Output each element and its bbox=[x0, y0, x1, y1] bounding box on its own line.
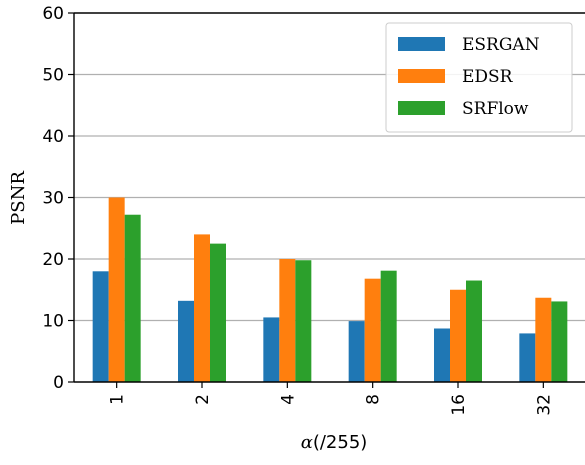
bar-srflow-32 bbox=[551, 301, 568, 382]
bar-edsr-32 bbox=[535, 297, 552, 382]
bars bbox=[92, 197, 568, 382]
x-ticks: 1 2 4 8 16 32 bbox=[108, 382, 554, 416]
bar-esrgan-16 bbox=[434, 328, 450, 382]
x-axis-label-unit: (/255) bbox=[313, 432, 367, 453]
legend-swatch-srflow bbox=[398, 101, 445, 115]
y-axis-label: PSNR bbox=[8, 171, 29, 225]
bar-srflow-8 bbox=[380, 270, 397, 382]
legend-swatch-edsr bbox=[398, 69, 445, 83]
bar-esrgan-4 bbox=[263, 317, 280, 382]
bar-edsr-16 bbox=[450, 289, 466, 382]
bar-edsr-1 bbox=[108, 197, 125, 382]
legend-label-srflow: SRFlow bbox=[462, 99, 529, 119]
legend-label-esrgan: ESRGAN bbox=[462, 35, 540, 55]
gridlines bbox=[74, 73, 585, 322]
bar-esrgan-8 bbox=[348, 321, 365, 382]
y-ticks: 0 10 20 30 40 50 60 bbox=[42, 4, 74, 393]
bar-srflow-1 bbox=[124, 214, 141, 382]
legend: ESRGAN EDSR SRFlow bbox=[385, 22, 573, 133]
y-tick-label-20: 20 bbox=[42, 250, 64, 270]
bar-edsr-4 bbox=[279, 259, 296, 382]
y-tick-label-0: 0 bbox=[53, 373, 64, 393]
bar-edsr-2 bbox=[194, 234, 210, 382]
x-tick-label-8: 8 bbox=[364, 394, 384, 405]
x-tick-label-32: 32 bbox=[534, 394, 554, 416]
bar-srflow-4 bbox=[295, 260, 312, 382]
legend-label-edsr: EDSR bbox=[462, 67, 514, 87]
x-tick-label-16: 16 bbox=[449, 394, 469, 416]
bar-esrgan-2 bbox=[178, 300, 194, 382]
y-tick-label-40: 40 bbox=[42, 127, 64, 147]
x-tick-label-1: 1 bbox=[108, 394, 128, 405]
x-tick-label-2: 2 bbox=[193, 394, 213, 405]
y-tick-label-50: 50 bbox=[42, 66, 64, 86]
bar-esrgan-32 bbox=[519, 333, 536, 382]
legend-swatch-esrgan bbox=[398, 37, 445, 51]
bar-esrgan-1 bbox=[92, 271, 109, 382]
bar-srflow-16 bbox=[466, 280, 482, 382]
y-tick-label-10: 10 bbox=[42, 312, 64, 332]
x-axis-label: α(/255) bbox=[301, 432, 368, 453]
bar-srflow-2 bbox=[210, 243, 226, 382]
y-tick-label-30: 30 bbox=[42, 189, 64, 209]
y-tick-label-60: 60 bbox=[42, 4, 64, 24]
x-tick-label-4: 4 bbox=[278, 394, 298, 405]
x-axis-label-symbol: α bbox=[301, 432, 313, 453]
bar-edsr-8 bbox=[364, 278, 381, 382]
